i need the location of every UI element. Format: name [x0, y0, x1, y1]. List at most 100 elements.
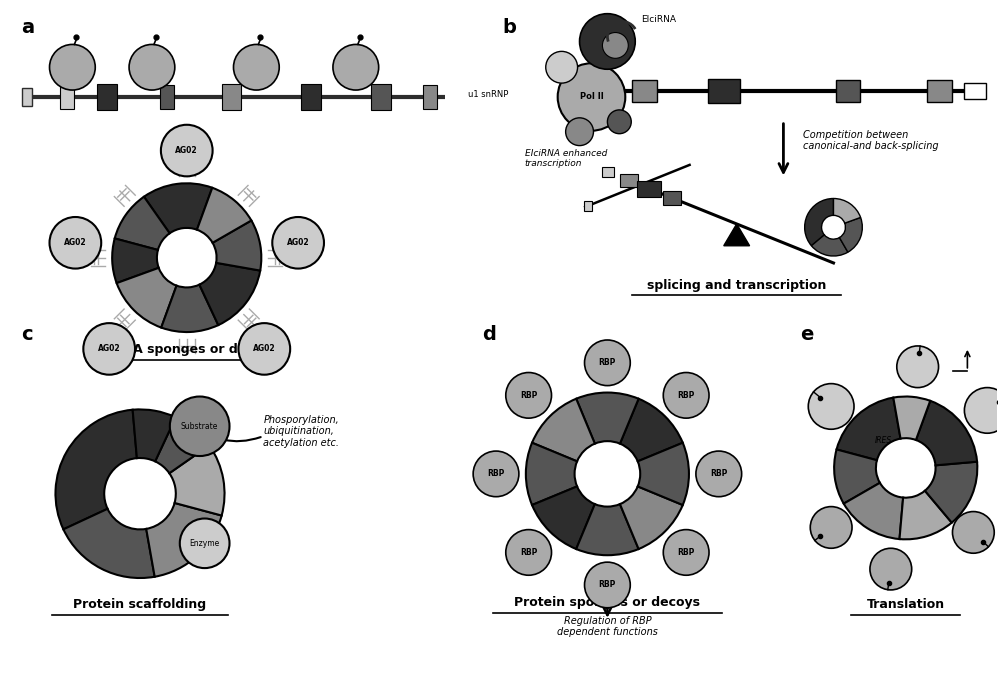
Bar — [584, 201, 592, 211]
Wedge shape — [833, 198, 861, 223]
Circle shape — [558, 63, 625, 131]
Text: RBP: RBP — [520, 391, 537, 400]
Text: Regulation of RBP
dependent functions: Regulation of RBP dependent functions — [557, 616, 658, 638]
Text: Substrate: Substrate — [181, 422, 218, 431]
Text: AG02: AG02 — [287, 238, 309, 247]
Wedge shape — [117, 268, 177, 328]
Circle shape — [696, 451, 742, 497]
Text: RBP: RBP — [677, 391, 695, 400]
Bar — [663, 191, 681, 205]
Wedge shape — [112, 238, 159, 283]
Text: u1 snRNP: u1 snRNP — [468, 89, 508, 99]
Wedge shape — [576, 504, 639, 555]
Wedge shape — [115, 197, 170, 250]
Wedge shape — [55, 410, 137, 529]
Bar — [602, 167, 614, 177]
Circle shape — [585, 562, 630, 608]
Wedge shape — [811, 235, 848, 256]
Circle shape — [238, 323, 290, 374]
Circle shape — [663, 529, 709, 575]
Wedge shape — [916, 401, 977, 465]
Text: AG02: AG02 — [175, 146, 198, 155]
Circle shape — [233, 45, 279, 90]
Circle shape — [808, 384, 854, 429]
Circle shape — [580, 14, 635, 69]
Bar — [371, 84, 391, 110]
Wedge shape — [837, 397, 901, 460]
Circle shape — [585, 340, 630, 386]
Bar — [301, 84, 321, 110]
Circle shape — [272, 217, 324, 269]
Wedge shape — [63, 509, 155, 578]
Bar — [97, 84, 117, 110]
Text: Competition between
canonical-and back-splicing: Competition between canonical-and back-s… — [803, 130, 939, 152]
Text: a: a — [21, 18, 34, 37]
Wedge shape — [161, 284, 218, 332]
Circle shape — [546, 51, 578, 83]
Text: EIciRNA enhanced
transcription: EIciRNA enhanced transcription — [525, 148, 607, 168]
Text: RBP: RBP — [599, 358, 616, 368]
Circle shape — [663, 372, 709, 418]
Wedge shape — [638, 443, 689, 505]
Bar — [708, 79, 740, 104]
Bar — [632, 80, 657, 102]
Text: EIciRNA: EIciRNA — [641, 15, 676, 24]
Text: Translation: Translation — [867, 598, 945, 611]
Wedge shape — [844, 483, 903, 539]
Bar — [222, 84, 241, 110]
Wedge shape — [199, 263, 260, 325]
Circle shape — [180, 519, 230, 568]
Text: AG02: AG02 — [253, 345, 276, 353]
Polygon shape — [724, 224, 750, 246]
Text: AG02: AG02 — [98, 345, 120, 353]
Bar — [160, 85, 174, 109]
Wedge shape — [839, 217, 862, 252]
Wedge shape — [899, 491, 952, 540]
Bar — [927, 80, 952, 102]
Circle shape — [602, 32, 628, 58]
Circle shape — [607, 110, 631, 133]
Circle shape — [170, 397, 230, 456]
Wedge shape — [197, 188, 251, 243]
Bar — [964, 83, 986, 99]
Text: Phosporylation,
ubiquitination,
acetylation etc.: Phosporylation, ubiquitination, acetylat… — [263, 414, 339, 447]
Wedge shape — [146, 503, 222, 577]
Circle shape — [810, 506, 852, 548]
Text: Pol II: Pol II — [580, 93, 603, 102]
Text: miRNA sponges or decoys: miRNA sponges or decoys — [96, 343, 278, 356]
Circle shape — [897, 346, 939, 388]
Bar — [60, 85, 74, 109]
Bar — [22, 88, 32, 106]
Circle shape — [566, 118, 593, 146]
Wedge shape — [620, 399, 683, 461]
Wedge shape — [213, 221, 261, 271]
Circle shape — [952, 512, 994, 553]
Text: Protein sponges or decoys: Protein sponges or decoys — [514, 596, 700, 609]
Text: RBP: RBP — [520, 548, 537, 557]
Wedge shape — [526, 443, 577, 505]
Wedge shape — [805, 198, 833, 246]
Bar — [423, 85, 437, 109]
Wedge shape — [576, 393, 639, 443]
Text: RBP: RBP — [599, 580, 616, 590]
Circle shape — [129, 45, 175, 90]
Text: RBP: RBP — [487, 469, 505, 479]
Wedge shape — [532, 399, 595, 461]
Wedge shape — [532, 486, 595, 549]
Bar — [836, 80, 860, 102]
Wedge shape — [133, 410, 176, 461]
Wedge shape — [169, 445, 225, 515]
Text: Enzyme: Enzyme — [190, 539, 220, 548]
Wedge shape — [144, 183, 212, 234]
Circle shape — [964, 388, 1000, 433]
Circle shape — [506, 529, 552, 575]
Text: RBP: RBP — [677, 548, 695, 557]
Circle shape — [333, 45, 379, 90]
Bar — [620, 173, 638, 188]
Circle shape — [50, 217, 101, 269]
Text: RBP: RBP — [710, 469, 727, 479]
Text: splicing and transcription: splicing and transcription — [647, 279, 826, 292]
Text: c: c — [21, 325, 32, 344]
Text: Protein scaffolding: Protein scaffolding — [73, 598, 207, 611]
Circle shape — [870, 548, 912, 590]
